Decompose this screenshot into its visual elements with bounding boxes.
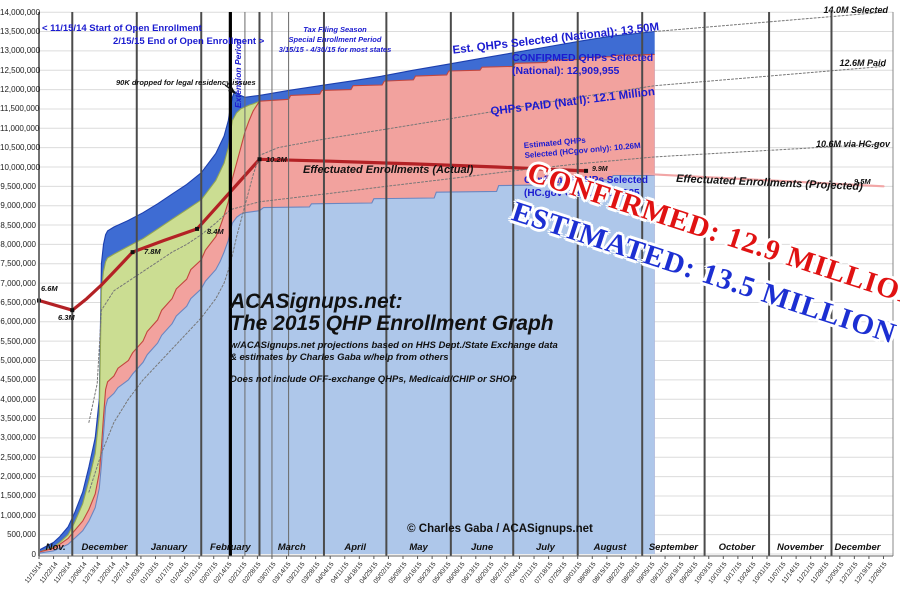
marker-10.2M bbox=[257, 157, 262, 162]
marker-9.9M bbox=[584, 168, 589, 173]
area-border-est-national-selected bbox=[38, 30, 655, 551]
tax-sep-line3: 3/15/15 - 4/30/15 for most states bbox=[278, 44, 392, 54]
month-label-november: November bbox=[777, 542, 824, 553]
marker-7.8M bbox=[130, 250, 135, 255]
projection-label-14m-selected: 14.0M Selected bbox=[823, 5, 888, 15]
month-label-june: June bbox=[470, 542, 494, 553]
month-label-january: January bbox=[150, 542, 188, 553]
data-label-6-3m: 6.3M bbox=[58, 313, 75, 322]
y-axis-tick-label: 6,500,000 bbox=[0, 297, 36, 307]
tax-sep-line2: Special Enrollment Period bbox=[288, 34, 382, 44]
y-axis-tick-label: 3,500,000 bbox=[0, 414, 36, 424]
annotation-tax-filing-sep: Tax Filing Season Special Enrollment Per… bbox=[262, 25, 408, 54]
line-estimated-hcgov-dotted bbox=[88, 143, 884, 423]
arrow-90k-head bbox=[228, 87, 236, 94]
month-label-march: March bbox=[277, 542, 306, 553]
projection-label-10-6m-hcgov: 10.6M via HC.gov bbox=[815, 139, 890, 149]
area-confirmed-hcgov-selected bbox=[39, 175, 655, 554]
month-label-december: December bbox=[81, 542, 128, 553]
line-effectuated-actual bbox=[37, 157, 588, 312]
y-axis-tick-label: 10,500,000 bbox=[0, 143, 41, 153]
confirmed-national-line2: (National): 12,909,955 bbox=[512, 65, 620, 78]
confirmed-national-line1: CONFIRMED QHPs Selected bbox=[512, 52, 654, 64]
y-axis-tick-label: 6,000,000 bbox=[0, 317, 36, 327]
line-effectuated-projected bbox=[584, 169, 885, 188]
month-label-april: April bbox=[344, 542, 366, 553]
y-axis-tick-label: 7,000,000 bbox=[0, 278, 36, 288]
y-axis-tick-label: 11,000,000 bbox=[0, 123, 40, 133]
month-label-december: December bbox=[834, 542, 881, 553]
month-label-october: October bbox=[718, 542, 756, 553]
chart-title-line2: The 2015 QHP Enrollment Graph bbox=[230, 312, 554, 336]
y-axis-tick-label: 0 bbox=[31, 549, 36, 559]
y-axis-tick-label: 9,500,000 bbox=[0, 181, 36, 191]
chart-title-block: ACASignups.net: The 2015 QHP Enrollment … bbox=[230, 290, 558, 385]
label-confirmed-qhps-national: CONFIRMED QHPs Selected (National): 12,9… bbox=[512, 52, 653, 78]
y-axis-tick-label: 2,000,000 bbox=[0, 472, 36, 482]
y-axis-tick-label: 5,500,000 bbox=[0, 336, 36, 346]
annotation-extension-period: Extension Period bbox=[233, 38, 243, 108]
y-axis-tick-label: 10,000,000 bbox=[0, 162, 41, 172]
y-axis-tick-label: 5,000,000 bbox=[0, 356, 36, 365]
y-axis-tick-label: 13,500,000 bbox=[0, 27, 41, 37]
y-axis-tick-label: 4,000,000 bbox=[0, 394, 36, 404]
chart-subtitle: w/ACASignups.net projections based on HH… bbox=[230, 340, 558, 365]
y-axis-tick-label: 3,000,000 bbox=[0, 433, 36, 443]
data-label-6-6m: 6.6M bbox=[41, 284, 58, 293]
month-label-september: September bbox=[648, 542, 698, 553]
projection-label-12-6m-paid: 12.6M Paid bbox=[839, 58, 886, 68]
month-label-february: February bbox=[210, 542, 251, 553]
data-label-9-9m: 9.9M bbox=[592, 166, 608, 173]
confirmed-hcgov-line1: Confirmed QHPs Selected bbox=[524, 175, 648, 186]
data-label-8-4m: 8.4M bbox=[207, 227, 224, 236]
chart-subtitle-line2: & estimates by Charles Gaba w/help from … bbox=[230, 352, 449, 364]
month-label-may: May bbox=[409, 542, 428, 553]
line-paid-national-dotted bbox=[88, 65, 884, 493]
chart-title-line1: ACASignups.net: bbox=[230, 290, 403, 313]
tax-sep-line1: Tax Filing Season bbox=[303, 25, 367, 34]
y-axis-tick-label: 12,500,000 bbox=[0, 65, 41, 75]
y-axis-tick-label: 8,500,000 bbox=[0, 220, 36, 230]
marker-8.4M bbox=[195, 226, 200, 231]
y-axis-tick-label: 7,500,000 bbox=[0, 259, 36, 269]
y-axis-tick-label: 11,500,000 bbox=[0, 104, 40, 114]
annotation-end-open-enrollment: 2/15/15 End of Open Enrollment > bbox=[113, 36, 265, 47]
y-axis-tick-label: 13,000,000 bbox=[0, 46, 41, 56]
month-label-august: August bbox=[593, 542, 627, 553]
annotation-start-open-enrollment: < 11/15/14 Start of Open Enrollment bbox=[42, 23, 202, 34]
y-axis-tick-label: 14,000,000 bbox=[0, 7, 41, 17]
data-label-7-8m: 7.8M bbox=[144, 247, 161, 256]
copyright-notice: © Charles Gaba / ACASignups.net bbox=[407, 523, 593, 535]
y-axis-tick-label: 8,000,000 bbox=[0, 239, 36, 249]
y-axis-tick-label: 1,500,000 bbox=[0, 491, 36, 501]
month-label-july: July bbox=[535, 542, 555, 553]
annotation-90k-dropped: 90K dropped for legal residency issues bbox=[116, 78, 256, 87]
y-axis-tick-label: 4,500,000 bbox=[0, 375, 36, 385]
marker-6.3M bbox=[70, 308, 75, 313]
chart-disclaimer: Does not include OFF-exchange QHPs, Medi… bbox=[230, 373, 517, 385]
y-axis-tick-label: 1,000,000 bbox=[0, 510, 36, 520]
y-axis-tick-label: 500,000 bbox=[7, 530, 36, 540]
y-axis-tick-label: 9,000,000 bbox=[0, 201, 36, 211]
label-confirmed-hcgov: Confirmed QHPs Selected (HC.gov only): 9… bbox=[524, 174, 648, 200]
chart-subtitle-line1: w/ACASignups.net projections based on HH… bbox=[230, 340, 558, 352]
data-label-9-5m: 9.5M bbox=[854, 177, 871, 186]
y-axis-tick-label: 12,000,000 bbox=[0, 85, 41, 95]
area-border-estimated-unconfirmed-green bbox=[38, 100, 260, 553]
month-label-nov: Nov. bbox=[45, 542, 66, 553]
confirmed-hcgov-line2: (HC.gov only): 9,782,225 bbox=[524, 188, 640, 199]
label-effectuated-actual: Effectuated Enrollments (Actual) bbox=[303, 164, 474, 176]
line-selected-projection-dotted bbox=[654, 11, 884, 32]
y-axis-tick-label: 2,500,000 bbox=[0, 452, 36, 462]
data-label-10-2m: 10.2M bbox=[266, 155, 287, 164]
